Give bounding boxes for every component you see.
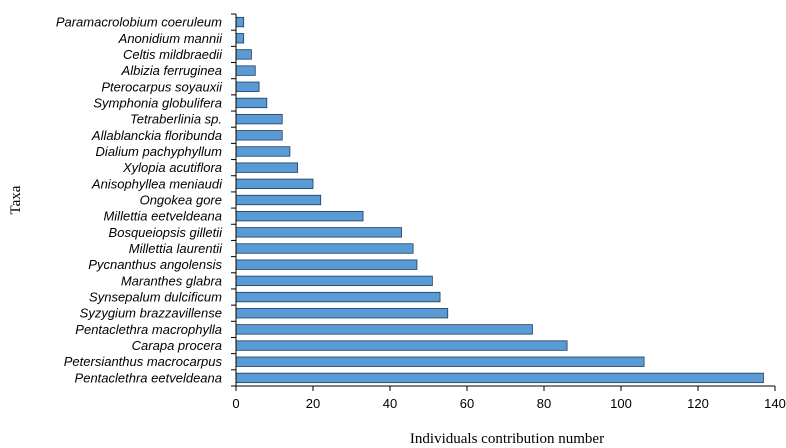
bar: [235, 211, 364, 222]
category-label: Pycnanthus angolensis: [88, 257, 222, 272]
category-label: Celtis mildbraedii: [123, 47, 223, 62]
bar: [235, 308, 449, 319]
category-label: Carapa procera: [132, 338, 222, 353]
bar: [235, 340, 568, 351]
x-tick-label: 140: [764, 396, 786, 411]
category-label: Paramacrolobium coeruleum: [56, 15, 222, 30]
category-label: Pentaclethra macrophylla: [75, 322, 222, 337]
category-label: Tetraberlinia sp.: [130, 112, 222, 127]
bar: [235, 81, 260, 92]
category-label: Petersianthus macrocarpus: [64, 354, 223, 369]
bar: [235, 16, 245, 28]
bar: [235, 356, 645, 367]
x-axis-title: Individuals contribution number: [410, 431, 604, 447]
x-tick-label: 40: [383, 396, 397, 411]
category-label: Pentaclethra eetveldeana: [75, 370, 222, 385]
category-label: Anisophyllea meniaudi: [91, 176, 223, 191]
bar: [235, 146, 291, 157]
bar: [235, 291, 441, 303]
category-label: Millettia laurentii: [129, 241, 223, 256]
category-label: Ongokea gore: [140, 193, 222, 208]
x-tick-label: 0: [232, 396, 239, 411]
category-label: Albizia ferruginea: [121, 63, 222, 78]
category-label: Symphonia globulifera: [93, 95, 222, 110]
bar: [235, 178, 314, 189]
category-label: Allablanckia floribunda: [91, 128, 222, 143]
bar: [235, 194, 322, 206]
bar: [235, 227, 402, 238]
category-label: Bosqueiopsis gilletii: [109, 225, 224, 240]
bar: [235, 275, 433, 287]
x-tick-label: 60: [460, 396, 474, 411]
category-label: Maranthes glabra: [121, 273, 222, 288]
bar: [235, 130, 283, 141]
bar: [235, 243, 414, 254]
x-tick-label: 120: [687, 396, 709, 411]
category-label: Millettia eetveldeana: [103, 209, 222, 224]
category-label: Syzygium brazzavillense: [80, 306, 222, 321]
category-label: Dialium pachyphyllum: [96, 144, 223, 159]
bar: [235, 65, 256, 76]
bar: [235, 324, 533, 335]
bar: [235, 113, 283, 125]
bars-group: [235, 16, 764, 384]
category-label: Synsepalum dulcificum: [89, 290, 222, 305]
category-label: Xylopia acutiflora: [122, 160, 222, 175]
y-axis: [231, 13, 237, 387]
y-axis-title: Taxa: [8, 185, 24, 214]
bar: [235, 97, 268, 109]
bar: [235, 259, 418, 270]
x-tick-label: 20: [306, 396, 320, 411]
category-label: Anonidium mannii: [118, 31, 223, 46]
bar: [235, 49, 252, 60]
bar: [235, 372, 764, 384]
bar: [235, 33, 245, 44]
x-tick-label: 80: [537, 396, 551, 411]
x-tick-label: 100: [610, 396, 632, 411]
bar: [235, 162, 298, 173]
category-label: Pterocarpus soyauxii: [101, 79, 223, 94]
x-axis: 0 20 40 60 80 100 120 140: [232, 385, 786, 411]
